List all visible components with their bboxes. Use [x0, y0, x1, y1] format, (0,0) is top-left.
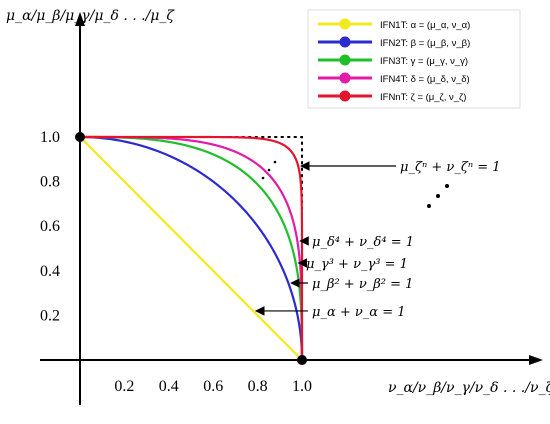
y-axis-arrow — [75, 12, 85, 26]
x-tick-label: 0.8 — [248, 378, 268, 395]
legend-swatch-marker — [339, 72, 351, 84]
annotation-label: μ_γ³ + ν_γ³ = 1 — [306, 257, 408, 272]
series-line — [80, 135, 304, 360]
x-axis-title: ν_α/ν_β/ν_γ/ν_δ . . ./ν_ζ — [388, 380, 550, 396]
y-tick-label: 0.2 — [40, 307, 60, 324]
ellipsis-dot — [273, 160, 277, 164]
endpoint-dot — [297, 355, 307, 365]
x-tick-label: 0.4 — [159, 378, 179, 395]
ellipsis-dot — [267, 168, 271, 172]
annotation-label: μ_δ⁴ + ν_δ⁴ = 1 — [312, 235, 414, 250]
annotation-label: μ_α + ν_α = 1 — [312, 305, 406, 320]
legend-swatch-marker — [339, 90, 351, 102]
legend-swatch-marker — [339, 54, 351, 66]
series-line — [80, 135, 304, 360]
x-tick-label: 0.2 — [114, 378, 134, 395]
legend-label: IFN4T: δ = (μ_δ, ν_δ) — [380, 74, 470, 85]
annotation-label: μ_ζⁿ + ν_ζⁿ = 1 — [400, 160, 501, 175]
legend: IFN1T: α = (μ_α, ν_α) IFN2T: β = (μ_β, ν_… — [307, 9, 521, 109]
x-axis-arrow — [529, 355, 543, 365]
y-tick-label: 0.8 — [40, 174, 60, 191]
endpoint-dot — [75, 132, 85, 142]
series-line — [80, 135, 304, 360]
legend-swatch-marker — [339, 36, 351, 48]
y-tick-label: 1.0 — [40, 129, 60, 146]
legend-label: IFNnT: ζ = (μ_ζ, ν_ζ) — [380, 92, 466, 103]
annotation-label: μ_β² + ν_β² = 1 — [312, 277, 413, 292]
ellipsis-dot — [261, 176, 265, 180]
ellipsis-dot — [427, 204, 431, 208]
series-line — [79, 136, 303, 361]
ellipsis-dot — [445, 184, 449, 188]
legend-swatch-marker — [339, 18, 351, 30]
series-line — [80, 135, 304, 360]
y-tick-label: 0.4 — [40, 263, 60, 280]
x-tick-label: 0.6 — [203, 378, 223, 395]
legend-label: IFN3T: γ = (μ_γ, ν_γ) — [380, 56, 468, 67]
legend-label: IFN2T: β = (μ_β, ν_β) — [380, 38, 470, 49]
x-tick-label: 1.0 — [292, 378, 312, 395]
ellipsis-dot — [436, 194, 440, 198]
y-tick-label: 0.6 — [40, 218, 60, 235]
legend-label: IFN1T: α = (μ_α, ν_α) — [380, 20, 470, 31]
y-axis-title: μ_α/μ_β/μ_γ/μ_δ . . ./μ_ζ — [6, 8, 175, 24]
